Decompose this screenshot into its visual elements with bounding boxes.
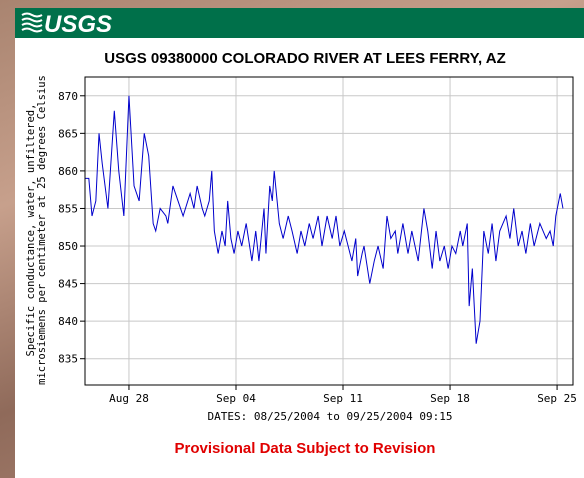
data-line <box>85 95 564 344</box>
banner <box>15 8 584 38</box>
x-tick-label: Sep 11 <box>323 392 363 405</box>
y-tick-label: 845 <box>58 278 78 291</box>
chart-title: USGS 09380000 COLORADO RIVER AT LEES FER… <box>104 50 505 67</box>
logo: USGS <box>44 11 112 38</box>
y-tick-label: 870 <box>58 90 78 103</box>
footnote: Provisional Data Subject to Revision <box>175 440 436 457</box>
y-tick-label: 835 <box>58 353 78 366</box>
y-tick-label: 840 <box>58 315 78 328</box>
x-label: DATES: 08/25/2004 to 09/25/2004 09:15 <box>207 410 452 423</box>
plot: 835 840 845 850 855 860 865 870 Aug 28 Sep 04 Sep … <box>58 76 577 405</box>
x-tick-label: Sep 18 <box>430 392 470 405</box>
x-tick-label: Sep 04 <box>216 392 256 405</box>
y-label: Specific conductance, water, unfiltered,… <box>25 75 48 385</box>
x-tick-label: Sep 25 <box>537 392 577 405</box>
logo-icon <box>21 12 43 33</box>
y-tick-label: 850 <box>58 240 78 253</box>
plot-frame <box>84 76 574 386</box>
y-tick-label: 865 <box>58 127 78 140</box>
x-tick-label: Aug 28 <box>109 392 149 405</box>
plot-area <box>85 77 573 385</box>
y-tick-label: 860 <box>58 165 78 178</box>
y-label-line: Specific conductance, water, unfiltered, <box>25 104 37 357</box>
y-label-line: microsiemens per centimeter at 25 degree… <box>36 75 48 385</box>
y-tick-label: 855 <box>58 202 78 215</box>
